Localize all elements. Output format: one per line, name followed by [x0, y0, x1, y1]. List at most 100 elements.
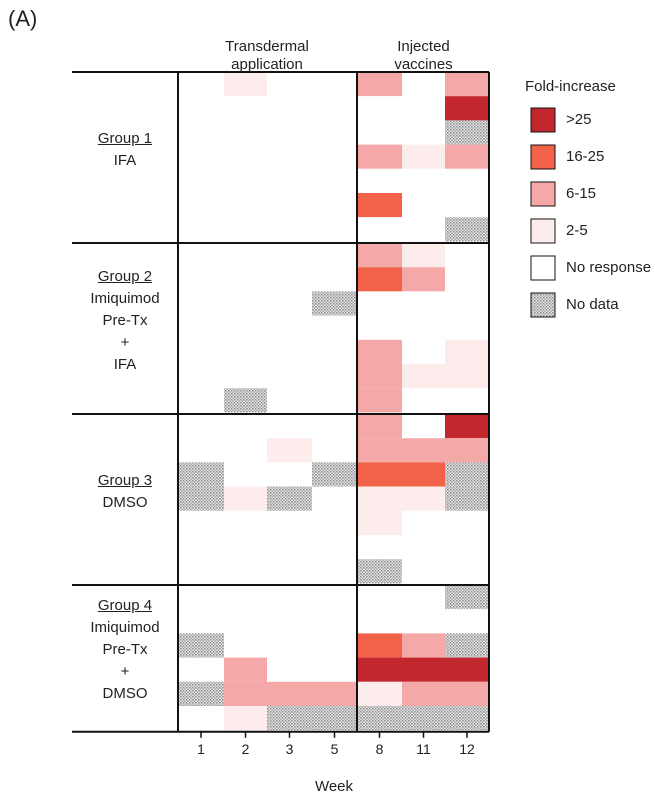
heatmap-cell [445, 168, 489, 193]
heatmap-cell [224, 706, 267, 731]
heatmap-cell [267, 657, 312, 682]
heatmap-cell [402, 168, 445, 193]
legend-label: 16-25 [566, 148, 605, 165]
heatmap-cell [178, 339, 224, 364]
heatmap-cell [178, 168, 224, 193]
heatmap-cell [224, 657, 267, 682]
week-tick-label: 5 [330, 740, 339, 757]
heatmap-cell [178, 96, 224, 121]
heatmap-cell [402, 364, 445, 389]
heatmap-cell [357, 486, 402, 511]
heatmap-cell [445, 633, 489, 658]
heatmap-cell [357, 291, 402, 316]
heatmap-cell [357, 120, 402, 145]
heatmap-cell [402, 486, 445, 511]
heatmap-cell [445, 438, 489, 463]
heatmap-cell [445, 559, 489, 584]
heatmap-cell [357, 144, 402, 169]
legend-swatch [530, 181, 556, 207]
heatmap-cell [178, 706, 224, 731]
heatmap-cell [357, 510, 402, 535]
header-injected-line1: Injected [397, 38, 450, 55]
heatmap-cell [402, 315, 445, 340]
heatmap-cell [445, 72, 489, 97]
heatmap-cells [178, 72, 489, 731]
heatmap-cell [357, 243, 402, 268]
heatmap-cell [312, 535, 357, 560]
heatmap-cell [312, 315, 357, 340]
heatmap-cell [357, 585, 402, 610]
heatmap-cell [267, 388, 312, 413]
heatmap-cell [312, 243, 357, 268]
heatmap-cell [178, 657, 224, 682]
heatmap-cell [357, 633, 402, 658]
legend-swatch [530, 144, 556, 170]
heatmap-cell [267, 168, 312, 193]
heatmap-cell [224, 414, 267, 439]
heatmap-cell [178, 144, 224, 169]
heatmap-cell [312, 364, 357, 389]
heatmap-cell [178, 72, 224, 97]
heatmap-cell [267, 243, 312, 268]
heatmap-cell [267, 438, 312, 463]
heatmap-cell [224, 96, 267, 121]
legend-swatch [530, 292, 556, 318]
group-name: Group 3 [97, 471, 153, 489]
heatmap-cell [357, 462, 402, 487]
heatmap-cell [445, 267, 489, 292]
heatmap-cell [224, 243, 267, 268]
heatmap-cell [312, 438, 357, 463]
heatmap-cell [178, 438, 224, 463]
heatmap-cell [224, 438, 267, 463]
grid-lines [72, 71, 490, 738]
header-injected-line2: vaccines [394, 56, 453, 73]
heatmap-cell [357, 681, 402, 706]
heatmap-cell [312, 609, 357, 634]
heatmap-cell [178, 585, 224, 610]
heatmap-cell [445, 585, 489, 610]
heatmap-cell [224, 120, 267, 145]
heatmap-cell [402, 609, 445, 634]
heatmap-cell [312, 144, 357, 169]
heatmap-cell [357, 267, 402, 292]
heatmap-cell [357, 388, 402, 413]
heatmap-cell [402, 438, 445, 463]
group-treatment-line: IFA [113, 355, 137, 373]
heatmap-cell [224, 168, 267, 193]
heatmap-cell [402, 510, 445, 535]
heatmap-cell [178, 193, 224, 218]
legend-label: No data [566, 296, 619, 313]
heatmap-cell [312, 388, 357, 413]
group-treatment-line: DMSO [102, 493, 148, 511]
heatmap-cell [445, 510, 489, 535]
heatmap-cell [267, 535, 312, 560]
heatmap-cell [402, 120, 445, 145]
heatmap-cell [178, 388, 224, 413]
heatmap-cell [357, 706, 402, 731]
heatmap-cell [267, 144, 312, 169]
heatmap-cell [312, 72, 357, 97]
heatmap-cell [312, 559, 357, 584]
heatmap-cell [445, 96, 489, 121]
heatmap-cell [267, 364, 312, 389]
heatmap-cell [445, 706, 489, 731]
heatmap-cell [357, 72, 402, 97]
group-label: Group 4 Imiquimod Pre-Tx + DMSO [70, 595, 180, 705]
heatmap-cell [402, 462, 445, 487]
heatmap-cell [312, 585, 357, 610]
heatmap-cell [445, 414, 489, 439]
heatmap-cell [402, 96, 445, 121]
heatmap-cell [267, 96, 312, 121]
heatmap-cell [178, 414, 224, 439]
heatmap-cell [312, 193, 357, 218]
header-injected: Injected vaccines [376, 38, 471, 74]
x-axis-label: Week [314, 778, 354, 795]
group-treatment-line: DMSO [102, 685, 148, 703]
heatmap-cell [267, 681, 312, 706]
heatmap-cell [267, 486, 312, 511]
header-transdermal: Transdermal application [200, 38, 334, 74]
heatmap-cell [445, 291, 489, 316]
heatmap-cell [224, 144, 267, 169]
heatmap-cell [312, 120, 357, 145]
heatmap-cell [267, 267, 312, 292]
